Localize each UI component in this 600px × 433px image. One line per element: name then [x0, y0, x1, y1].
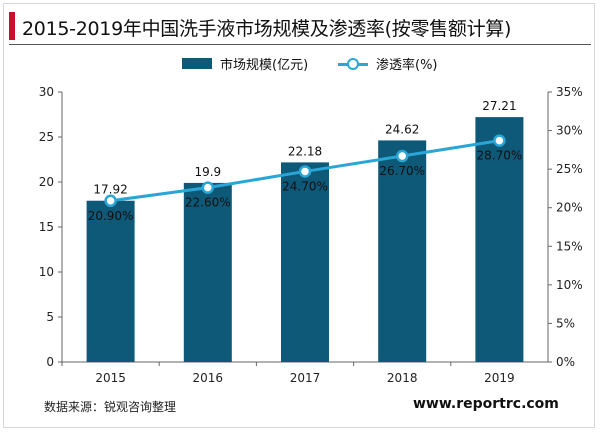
- y-right-tick-label: 20%: [556, 201, 583, 215]
- y-right-tick-label: 15%: [556, 239, 583, 253]
- y-left-tick-label: 20: [39, 175, 54, 189]
- chart-title: 2015-2019年中国洗手液市场规模及渗透率(按零售额计算): [22, 18, 512, 40]
- line-value-label: 28.70%: [477, 149, 523, 163]
- legend-label-market-size: 市场规模(亿元): [220, 58, 309, 73]
- x-tick-label: 2016: [193, 371, 224, 385]
- bar: [378, 140, 427, 362]
- y-right-tick-label: 25%: [556, 162, 583, 176]
- x-tick-label: 2019: [484, 371, 515, 385]
- line-point: [493, 134, 506, 147]
- y-left-tick-label: 15: [39, 220, 54, 234]
- y-right-tick-label: 35%: [556, 85, 583, 99]
- y-right-tick-label: 10%: [556, 278, 583, 292]
- y-right-tick-label: 30%: [556, 124, 583, 138]
- line-value-label: 26.70%: [379, 164, 425, 178]
- legend: 市场规模(亿元) 渗透率(%): [0, 54, 600, 74]
- line-point: [104, 194, 117, 208]
- line-point: [298, 165, 312, 178]
- line-value-label: 20.90%: [88, 209, 134, 223]
- x-tick-label: 2017: [290, 371, 321, 385]
- y-left-tick-label: 0: [46, 355, 54, 369]
- bar-value-label: 27.21: [482, 99, 516, 113]
- website-url: www.reportrc.com: [413, 396, 559, 412]
- bar: [86, 200, 135, 362]
- legend-item-market-size: 市场规模(亿元): [182, 54, 308, 73]
- y-left-tick-label: 5: [46, 310, 54, 324]
- bar-value-label: 17.92: [93, 183, 127, 197]
- y-left-tick-label: 10: [39, 265, 54, 279]
- y-right-tick-label: 5%: [556, 316, 575, 330]
- legend-bar-swatch: [182, 58, 212, 69]
- line-point: [201, 181, 215, 194]
- title-accent-bar: [9, 12, 15, 40]
- y-left-tick-label: 25: [39, 130, 54, 144]
- y-right-tick-label: 0%: [556, 355, 575, 369]
- legend-item-penetration: 渗透率(%): [338, 54, 438, 73]
- bar-value-label: 19.9: [194, 165, 221, 179]
- y-left-tick-label: 30: [39, 85, 54, 99]
- x-tick-label: 2015: [95, 371, 126, 385]
- line-point: [395, 149, 409, 163]
- line-value-label: 22.60%: [185, 196, 231, 210]
- bar-value-label: 22.18: [288, 144, 322, 158]
- bar: [281, 162, 329, 362]
- bar: [183, 182, 232, 362]
- line-value-label: 24.70%: [282, 179, 328, 193]
- data-source-note: 数据来源：锐观咨询整理: [44, 400, 177, 414]
- bar-value-label: 24.62: [385, 122, 419, 136]
- x-tick-label: 2018: [387, 371, 418, 385]
- legend-label-penetration: 渗透率(%): [376, 58, 438, 73]
- title-divider: [9, 44, 591, 45]
- legend-line-swatch: [338, 57, 368, 70]
- bar: [475, 117, 524, 362]
